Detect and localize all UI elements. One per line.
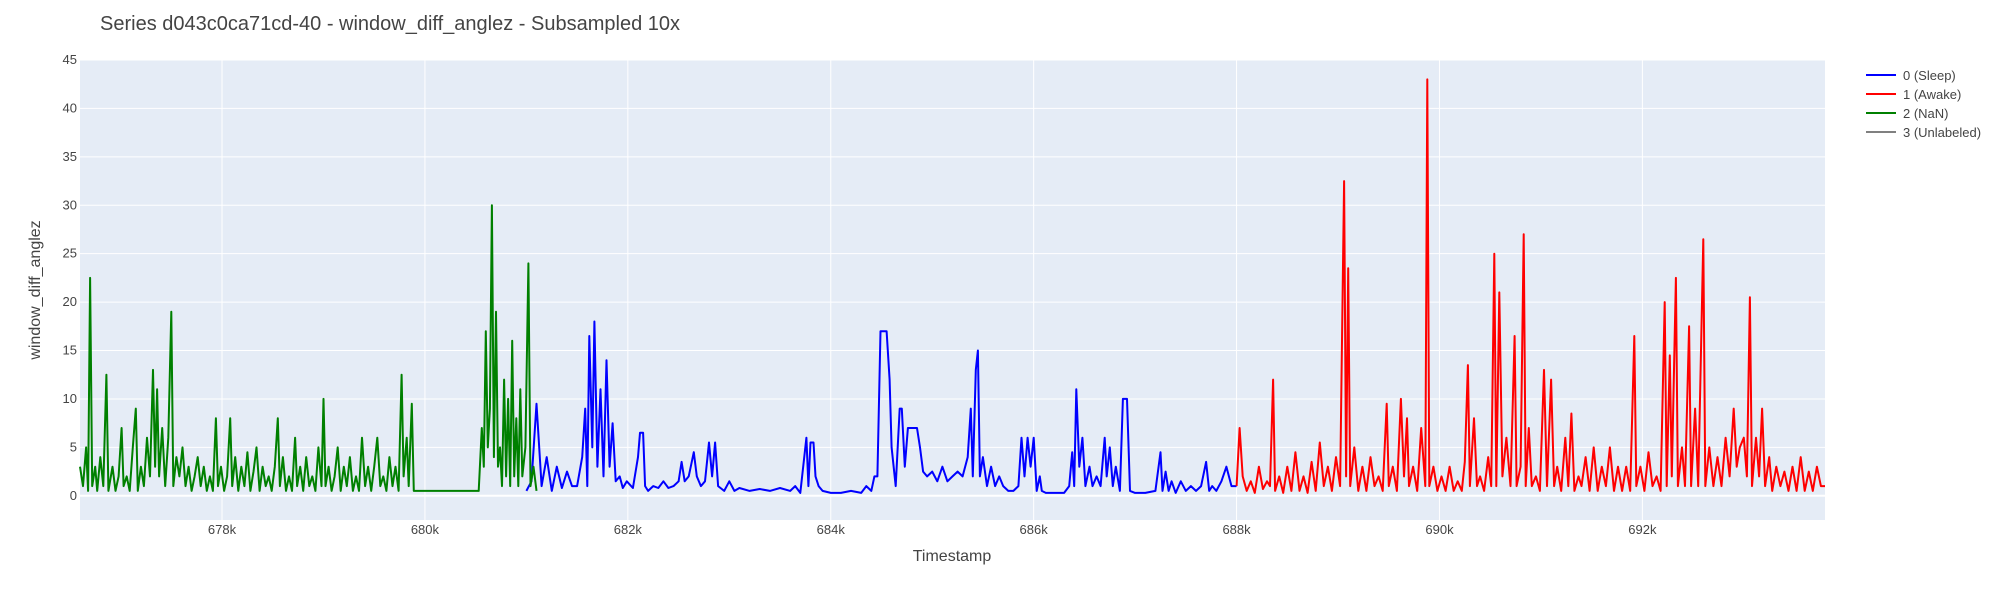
- y-tick-label: 5: [70, 439, 77, 454]
- y-tick-label: 45: [63, 52, 77, 67]
- y-tick-label: 20: [63, 294, 77, 309]
- series-line-1[interactable]: [1235, 78, 1825, 494]
- y-tick-label: 10: [63, 391, 77, 406]
- legend-item-2[interactable]: 2 (NaN): [1866, 106, 1949, 121]
- x-tick-label: 692k: [1628, 522, 1657, 537]
- legend-label: 1 (Awake): [1903, 87, 1961, 102]
- legend-item-0[interactable]: 0 (Sleep): [1866, 68, 1956, 83]
- legend-item-1[interactable]: 1 (Awake): [1866, 87, 1961, 102]
- series-layer: [79, 78, 1825, 494]
- x-gridlines: [221, 60, 1643, 520]
- legend-item-3[interactable]: 3 (Unlabeled): [1866, 125, 1981, 140]
- legend-label: 3 (Unlabeled): [1903, 125, 1981, 140]
- chart-title: Series d043c0ca71cd-40 - window_diff_ang…: [100, 13, 680, 35]
- x-axis-title: Timestamp: [913, 548, 992, 565]
- legend[interactable]: 0 (Sleep) 1 (Awake) 2 (NaN) 3 (Unlabeled): [1866, 68, 1981, 140]
- legend-label: 0 (Sleep): [1903, 68, 1956, 83]
- y-tick-labels: 0 5 10 15 20 25 30 35 40 45: [63, 52, 77, 503]
- x-tick-label: 678k: [208, 522, 237, 537]
- x-tick-label: 686k: [1020, 522, 1049, 537]
- y-tick-label: 25: [63, 246, 77, 261]
- x-tick-label: 682k: [614, 522, 643, 537]
- x-tick-label: 680k: [411, 522, 440, 537]
- y-tick-label: 15: [63, 343, 77, 358]
- y-tick-label: 40: [63, 100, 77, 115]
- x-tick-label: 690k: [1425, 522, 1454, 537]
- x-tick-label: 688k: [1222, 522, 1251, 537]
- plot-background: [80, 60, 1825, 520]
- series-line-2[interactable]: [79, 204, 538, 492]
- series-line-0[interactable]: [525, 320, 1237, 494]
- y-tick-label: 30: [63, 197, 77, 212]
- y-axis-title: window_diff_anglez: [27, 220, 44, 360]
- y-tick-label: 35: [63, 149, 77, 164]
- legend-label: 2 (NaN): [1903, 106, 1949, 121]
- y-gridlines: [80, 59, 1825, 497]
- x-tick-label: 684k: [817, 522, 846, 537]
- y-tick-label: 0: [70, 488, 77, 503]
- x-tick-labels: 678k 680k 682k 684k 686k 688k 690k 692k: [208, 522, 1657, 537]
